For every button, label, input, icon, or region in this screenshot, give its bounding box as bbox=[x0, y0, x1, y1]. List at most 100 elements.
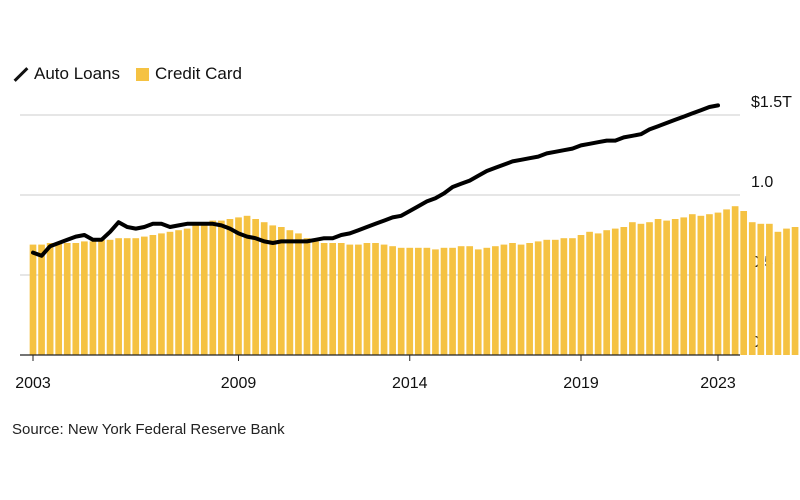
credit-card-bar bbox=[209, 220, 217, 355]
credit-card-bar bbox=[526, 243, 533, 355]
credit-card-bar bbox=[355, 244, 362, 355]
credit-card-bar bbox=[714, 212, 722, 355]
credit-card-bar bbox=[723, 209, 730, 355]
credit-card-bar bbox=[337, 243, 345, 355]
credit-card-bar bbox=[132, 238, 140, 355]
credit-card-bar bbox=[235, 217, 242, 355]
credit-card-bar bbox=[312, 241, 319, 355]
credit-card-bar bbox=[29, 244, 37, 355]
credit-card-bar bbox=[466, 246, 474, 355]
credit-card-bar bbox=[474, 249, 482, 355]
credit-card-bar bbox=[380, 244, 388, 355]
credit-card-bar bbox=[397, 247, 405, 355]
credit-card-bar bbox=[295, 233, 302, 355]
credit-card-bar bbox=[757, 223, 765, 355]
credit-card-bar bbox=[277, 227, 285, 355]
credit-card-bar bbox=[72, 243, 80, 355]
credit-card-bar bbox=[46, 243, 54, 355]
credit-card-bar bbox=[791, 227, 799, 355]
credit-card-bar bbox=[560, 238, 568, 355]
credit-card-bar bbox=[243, 215, 251, 355]
credit-card-bar bbox=[252, 219, 259, 355]
credit-card-bar bbox=[577, 235, 585, 355]
credit-card-bar bbox=[440, 247, 448, 355]
credit-card-bar bbox=[637, 223, 645, 355]
credit-card-bar bbox=[432, 249, 439, 355]
credit-card-bar bbox=[89, 241, 97, 355]
credit-card-bar bbox=[123, 238, 131, 355]
chart-legend: Auto Loans Credit Card bbox=[12, 64, 252, 84]
credit-card-bar bbox=[731, 206, 739, 355]
credit-card-bar bbox=[192, 225, 200, 355]
legend-item-credit-card: Credit Card bbox=[136, 64, 242, 84]
credit-card-bar bbox=[106, 239, 114, 355]
credit-card-bar bbox=[149, 235, 157, 355]
credit-card-bar bbox=[175, 230, 182, 355]
auto-loans-line bbox=[31, 103, 720, 258]
credit-card-bar bbox=[303, 238, 311, 355]
credit-card-bar bbox=[115, 238, 122, 355]
credit-card-bar bbox=[766, 223, 773, 355]
x-tick-label: 2019 bbox=[563, 375, 599, 392]
credit-card-bar bbox=[646, 222, 653, 355]
credit-card-bar bbox=[774, 231, 782, 355]
credit-card-bar bbox=[372, 243, 379, 355]
x-tick-label: 2003 bbox=[15, 375, 51, 392]
credit-card-bar bbox=[158, 233, 165, 355]
credit-card-bar bbox=[423, 247, 431, 355]
credit-card-bar bbox=[740, 211, 748, 355]
credit-card-bar bbox=[269, 225, 277, 355]
credit-card-bar bbox=[671, 219, 679, 355]
credit-card-bar bbox=[286, 230, 294, 355]
credit-card-bar bbox=[183, 228, 191, 355]
x-tick-label: 2009 bbox=[221, 375, 257, 392]
credit-card-bar bbox=[346, 244, 354, 355]
credit-card-bar bbox=[620, 227, 628, 355]
credit-card-bar bbox=[569, 238, 576, 355]
credit-card-bar bbox=[483, 247, 491, 355]
credit-card-bar bbox=[63, 243, 71, 355]
credit-card-bar bbox=[748, 222, 756, 355]
credit-card-bar bbox=[449, 247, 456, 355]
credit-card-bar bbox=[457, 246, 465, 355]
credit-card-bar bbox=[500, 244, 508, 355]
credit-card-bar bbox=[697, 215, 705, 355]
credit-card-bar bbox=[55, 243, 63, 355]
credit-card-bar bbox=[688, 214, 696, 355]
credit-card-bar bbox=[389, 246, 396, 355]
credit-card-bar bbox=[543, 239, 551, 355]
credit-card-bar bbox=[140, 236, 148, 355]
legend-item-auto-loans: Auto Loans bbox=[12, 64, 120, 84]
credit-card-bar bbox=[329, 243, 337, 355]
credit-card-bar bbox=[166, 231, 174, 355]
credit-card-bar bbox=[406, 247, 414, 355]
credit-card-bar bbox=[200, 222, 208, 355]
credit-card-bar bbox=[706, 214, 713, 355]
credit-card-bar bbox=[534, 241, 542, 355]
credit-card-bar bbox=[517, 244, 525, 355]
source-note: Source: New York Federal Reserve Bank bbox=[12, 421, 285, 438]
credit-card-bar bbox=[260, 222, 268, 355]
credit-card-bar bbox=[611, 228, 619, 355]
credit-card-bar bbox=[226, 219, 234, 355]
credit-card-bar bbox=[98, 239, 105, 355]
credit-card-bar bbox=[320, 243, 328, 355]
legend-label-credit-card: Credit Card bbox=[155, 64, 242, 83]
credit-card-bar bbox=[603, 230, 611, 355]
credit-card-bar bbox=[680, 217, 688, 355]
credit-card-swatch-icon bbox=[136, 67, 150, 81]
credit-card-bar bbox=[551, 239, 559, 355]
x-tick-label: 2014 bbox=[392, 375, 428, 392]
x-tick-label: 2023 bbox=[700, 375, 736, 392]
legend-label-auto-loans: Auto Loans bbox=[34, 64, 121, 83]
credit-card-bar bbox=[492, 246, 499, 355]
credit-card-bar bbox=[654, 219, 662, 355]
credit-card-bar bbox=[363, 243, 371, 355]
credit-card-bar bbox=[218, 220, 225, 355]
y-tick-label: $1.5T bbox=[751, 94, 792, 111]
credit-card-bar bbox=[38, 244, 45, 355]
y-tick-label: 1.0 bbox=[751, 174, 773, 191]
credit-card-bar bbox=[81, 241, 88, 355]
credit-card-bar bbox=[629, 222, 636, 355]
